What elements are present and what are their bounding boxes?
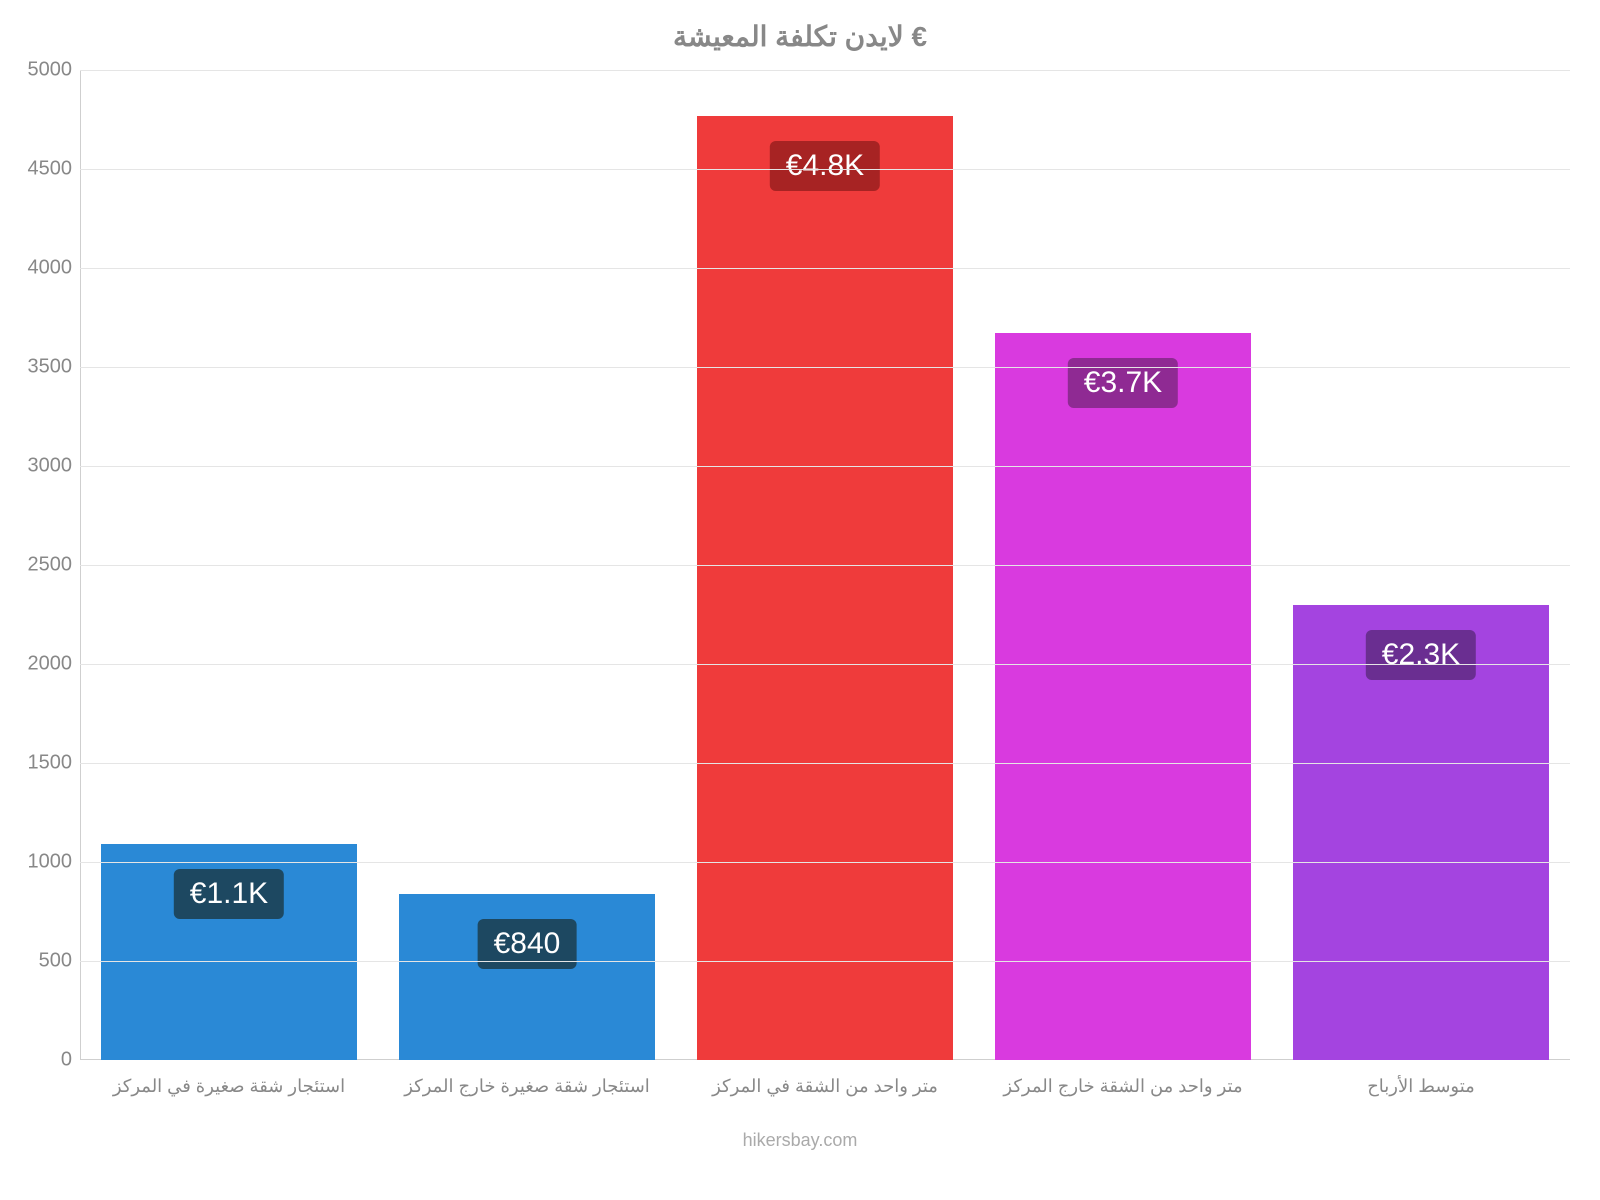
grid-line [80,268,1570,269]
bar: €840 [399,894,655,1060]
grid-line [80,367,1570,368]
x-axis-label: متر واحد من الشقة خارج المركز [1003,1076,1242,1097]
y-tick-label: 4500 [28,158,81,181]
grid-line [80,565,1570,566]
bar: €1.1K [101,844,357,1060]
bar-value-badge: €2.3K [1366,630,1476,680]
chart-title: لايدن تكلفة المعيشة € [0,20,1600,53]
y-tick-label: 3000 [28,455,81,478]
bar-value-badge: €3.7K [1068,358,1178,408]
y-tick-label: 0 [61,1049,80,1072]
y-tick-label: 1000 [28,851,81,874]
grid-line [80,664,1570,665]
footer-credit: hikersbay.com [0,1130,1600,1151]
grid-line [80,169,1570,170]
bar: €3.7K [995,333,1251,1060]
x-axis-label: استئجار شقة صغيرة في المركز [113,1076,345,1097]
grid-line [80,961,1570,962]
grid-line [80,466,1570,467]
y-tick-label: 3500 [28,356,81,379]
bar-value-badge: €1.1K [174,869,284,919]
y-tick-label: 5000 [28,59,81,82]
bar: €4.8K [697,116,953,1060]
bar-value-badge: €4.8K [770,141,880,191]
x-axis-label: متوسط الأرباح [1367,1076,1475,1097]
y-tick-label: 2500 [28,554,81,577]
y-tick-label: 2000 [28,653,81,676]
x-axis-label: استئجار شقة صغيرة خارج المركز [404,1076,650,1097]
x-axis-label: متر واحد من الشقة في المركز [712,1076,938,1097]
y-tick-label: 4000 [28,257,81,280]
grid-line [80,763,1570,764]
y-tick-label: 1500 [28,752,81,775]
grid-line [80,862,1570,863]
grid-line [80,70,1570,71]
chart-container: لايدن تكلفة المعيشة € €1.1K €840 €4.8K €3.7… [0,0,1600,1200]
bar: €2.3K [1293,605,1549,1060]
y-tick-label: 500 [39,950,80,973]
plot-area: €1.1K€840€4.8K€3.7K€2.3K 050010001500200… [80,70,1570,1060]
